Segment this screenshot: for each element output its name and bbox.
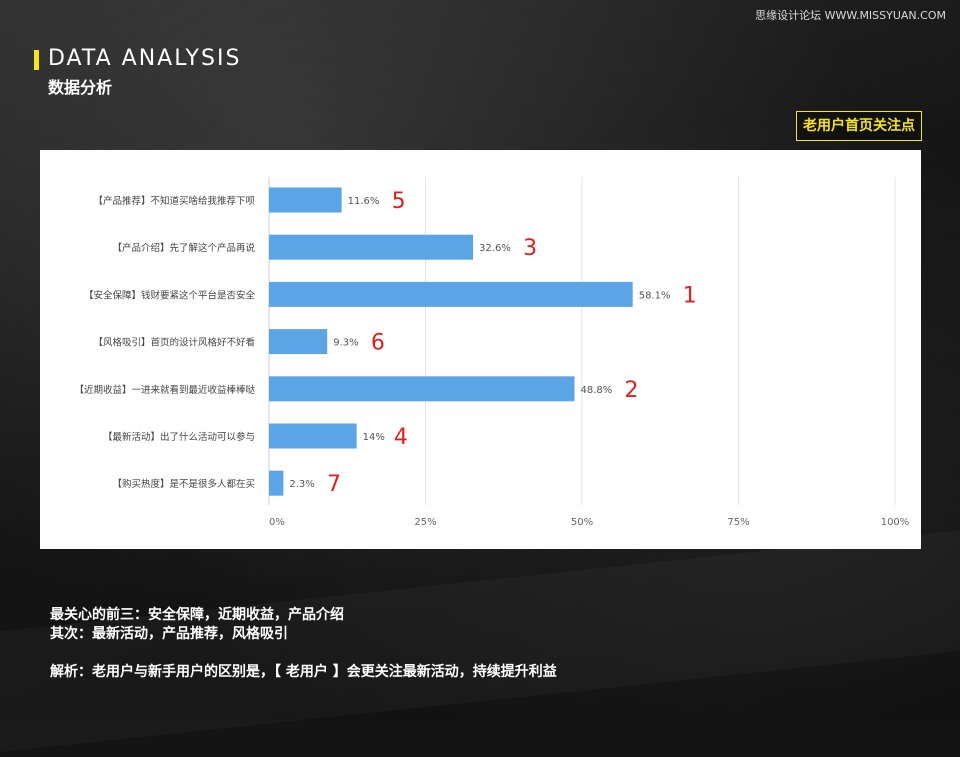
bar-chart: 0% 25% 50% 75% 100% 【产品推荐】不知道买啥给我推荐下呗 11.6% 5 【产… — [74, 177, 910, 528]
category-label: 【产品介绍】先了解这个产品再说 — [112, 242, 255, 254]
chart-panel: 0% 25% 50% 75% 100% 【产品推荐】不知道买啥给我推荐下呗 11.6% 5 【产… — [40, 150, 921, 549]
category-label: 【安全保障】钱财要紧这个平台是否安全 — [84, 289, 256, 301]
rank-label: 4 — [394, 425, 408, 450]
rank-label: 7 — [327, 472, 341, 497]
x-tick-label: 0% — [269, 517, 285, 528]
page-title-en: DATA ANALYSIS — [48, 46, 242, 71]
notes-line-analysis: 解析：老用户与新手用户的区别是，【 老用户 】会更关注最新活动，持续提升利益 — [50, 664, 557, 680]
analysis-notes: 最关心的前三：安全保障，近期收益，产品介绍 其次：最新活动，产品推荐，风格吸引 … — [50, 606, 557, 682]
rank-label: 2 — [624, 378, 638, 403]
x-tick-label: 75% — [727, 517, 749, 528]
bar — [269, 329, 328, 355]
page-title-cn: 数据分析 — [48, 78, 113, 97]
bar — [269, 376, 575, 402]
notes-line-secondary: 其次：最新活动，产品推荐，风格吸引 — [50, 626, 288, 642]
rank-label: 5 — [392, 189, 406, 214]
x-tick-label: 25% — [414, 517, 436, 528]
notes-line-top3: 最关心的前三：安全保障，近期收益，产品介绍 — [50, 607, 344, 623]
bar — [269, 423, 357, 449]
rank-label: 3 — [523, 236, 537, 261]
value-label: 58.1% — [639, 290, 671, 301]
x-tick-label: 100% — [881, 517, 910, 528]
category-label: 【近期收益】一进来就看到最近收益棒棒哒 — [74, 384, 255, 396]
category-label: 【风格吸引】首页的设计风格好不好看 — [93, 337, 255, 349]
value-label: 14% — [363, 432, 385, 443]
value-label: 32.6% — [479, 243, 511, 254]
value-label: 9.3% — [333, 338, 358, 349]
value-label: 2.3% — [289, 479, 314, 490]
value-label: 48.8% — [580, 385, 612, 396]
notes-spacer — [50, 644, 557, 663]
category-label: 【产品推荐】不知道买啥给我推荐下呗 — [93, 195, 255, 207]
bar — [269, 234, 474, 260]
rank-label: 1 — [683, 283, 697, 308]
bar — [269, 470, 284, 496]
rank-label: 6 — [371, 331, 385, 356]
x-tick-label: 50% — [571, 517, 593, 528]
category-label: 【购买热度】是不是很多人都在买 — [112, 478, 255, 490]
bar — [269, 281, 633, 307]
category-label: 【最新活动】出了什么活动可以参与 — [103, 431, 255, 443]
title-accent-bar — [34, 50, 39, 70]
watermark: 思缘设计论坛 WWW.MISSYUAN.COM — [755, 9, 946, 22]
topic-tag: 老用户首页关注点 — [796, 111, 922, 141]
bar — [269, 187, 342, 213]
value-label: 11.6% — [348, 196, 380, 207]
